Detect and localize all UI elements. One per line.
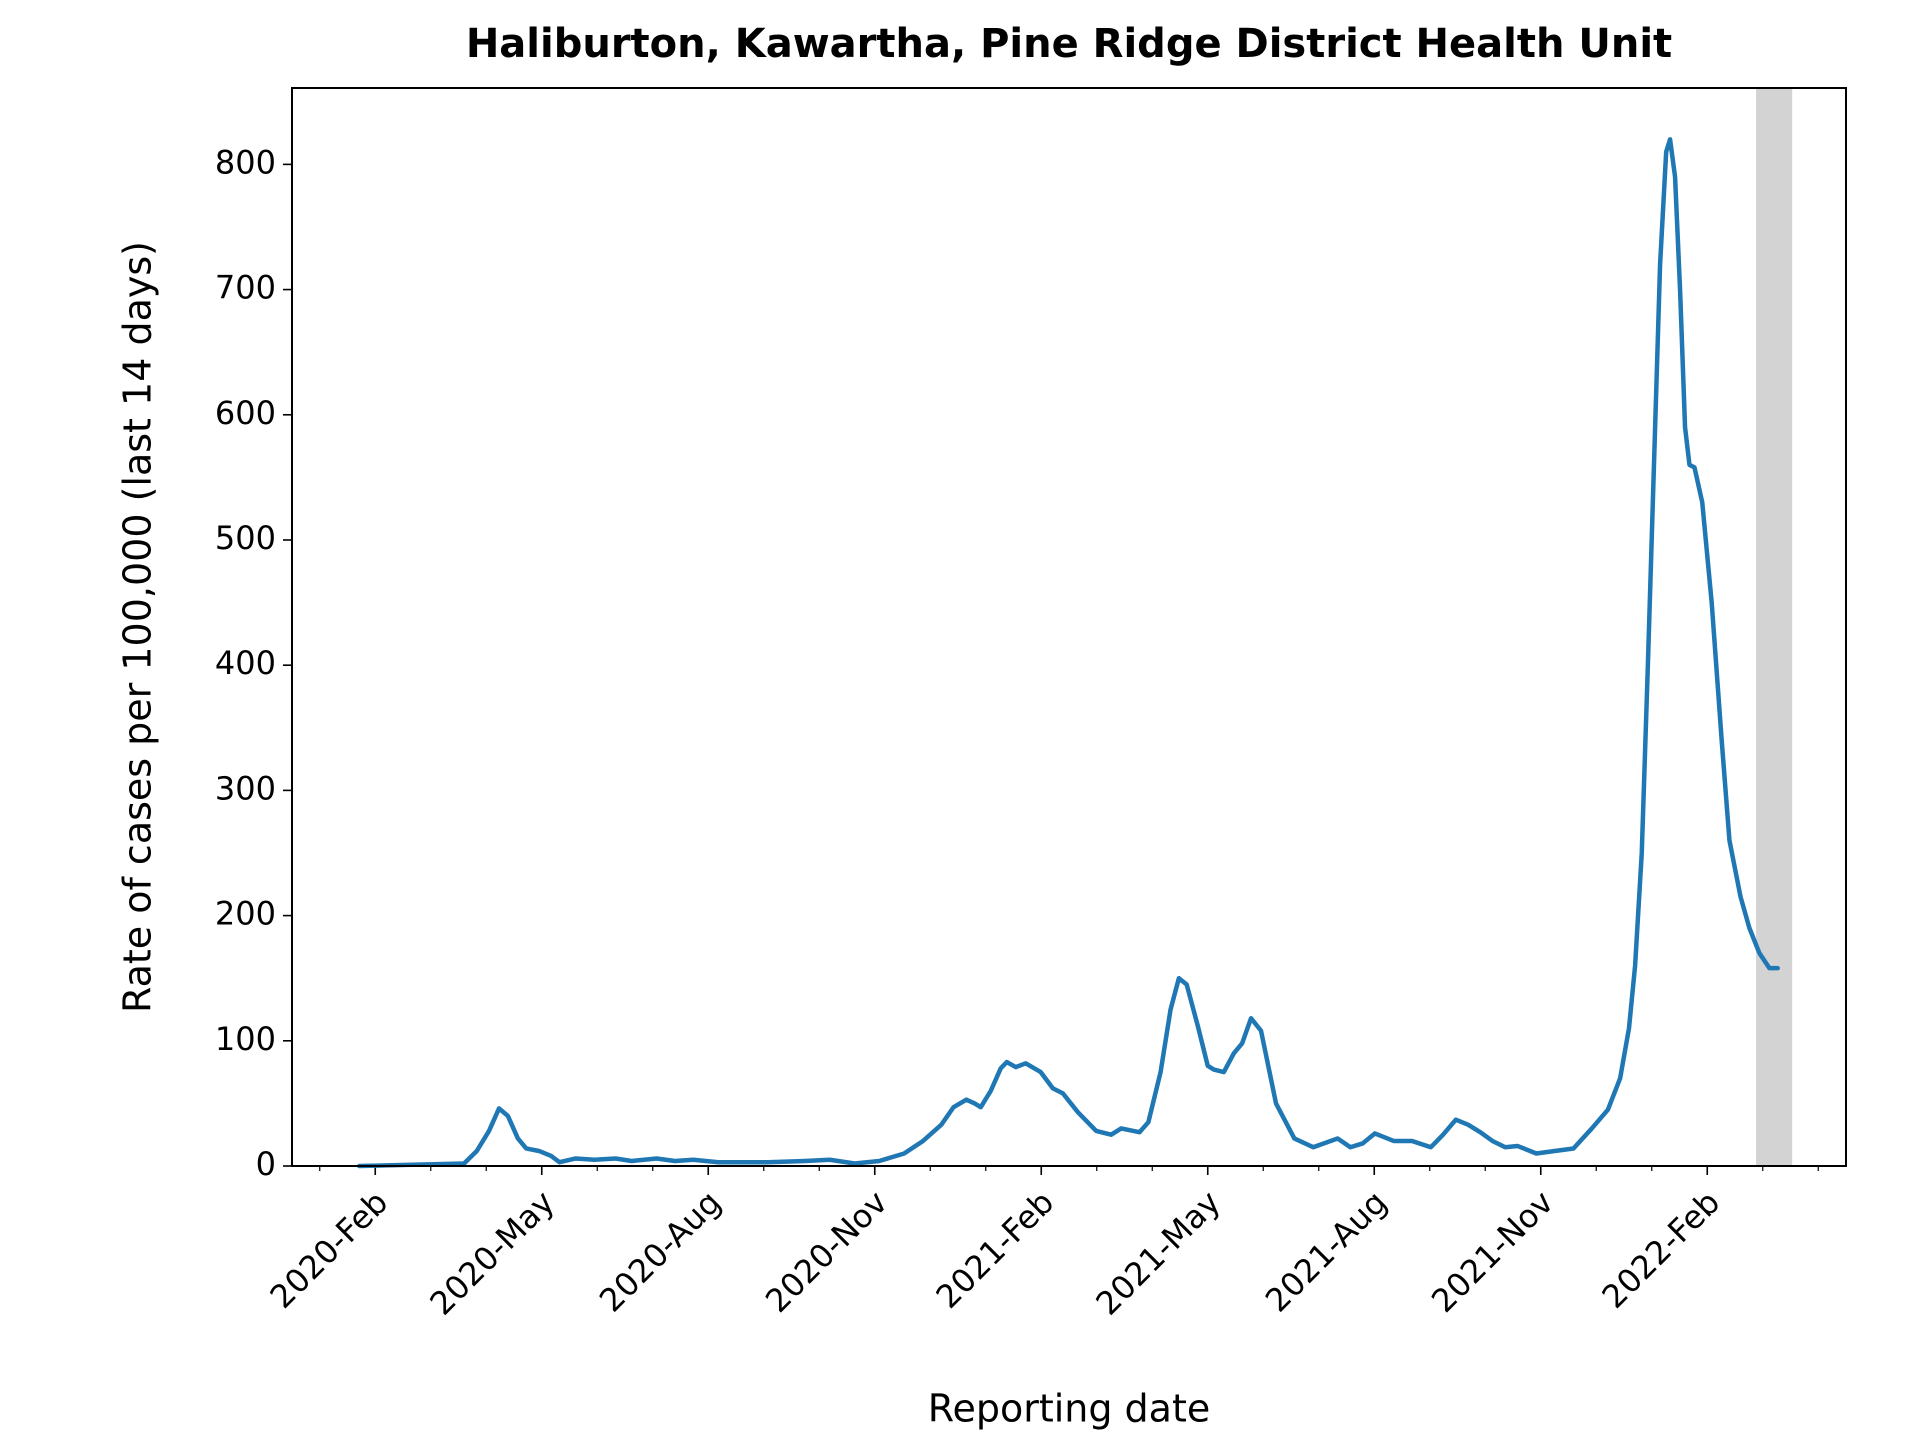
x-tick-label: 2021-Nov [1424,1183,1561,1320]
y-tick-label: 400 [215,644,276,682]
x-tick-label: 2020-Feb [263,1183,396,1316]
x-tick-label: 2020-Aug [592,1183,728,1319]
shaded-span [1756,88,1793,1166]
y-axis-label: Rate of cases per 100,000 (last 14 days) [116,241,160,1013]
y-tick-label: 600 [215,394,276,432]
chart-title: Haliburton, Kawartha, Pine Ridge Distric… [466,21,1672,67]
x-axis-label: Reporting date [928,1387,1211,1431]
y-tick-label: 500 [215,519,276,557]
x-tick-label: 2020-May [422,1183,561,1322]
x-tick-label: 2021-Aug [1258,1183,1394,1319]
y-tick-label: 0 [256,1145,276,1183]
y-tick-label: 200 [215,895,276,933]
x-tick-label: 2022-Feb [1595,1183,1728,1316]
plot-frame [291,87,1847,1167]
y-tick-label: 700 [215,269,276,307]
x-tick-label: 2021-May [1088,1183,1227,1322]
x-tick-label: 2021-Feb [929,1183,1062,1316]
y-tick-label: 300 [215,769,276,807]
y-tick-label: 800 [215,143,276,181]
line-series [356,137,1780,1169]
y-tick-label: 100 [215,1020,276,1058]
x-tick-label: 2020-Nov [758,1183,895,1320]
